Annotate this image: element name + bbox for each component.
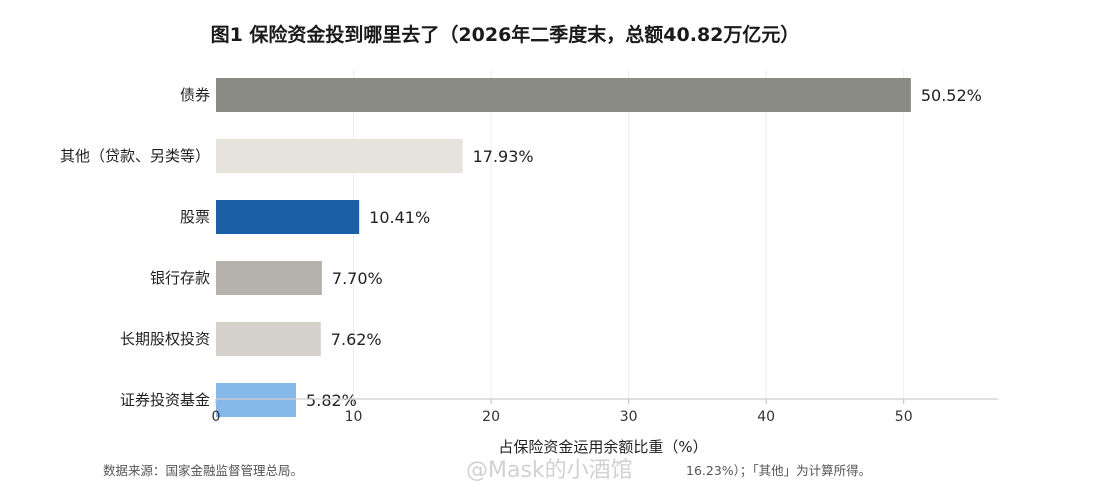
bar bbox=[216, 78, 911, 112]
x-tick-label: 10 bbox=[345, 409, 363, 425]
x-tick-label: 50 bbox=[895, 409, 913, 425]
grid-lines bbox=[353, 70, 905, 399]
value-label: 7.62% bbox=[331, 330, 382, 349]
x-tick-label: 20 bbox=[482, 409, 500, 425]
value-label: 17.93% bbox=[473, 147, 534, 166]
bar bbox=[216, 322, 321, 356]
x-axis-title: 占保险资金运用余额比重（%） bbox=[498, 438, 707, 456]
value-label: 7.70% bbox=[332, 269, 383, 288]
value-label: 50.52% bbox=[921, 86, 982, 105]
x-tick-label: 0 bbox=[212, 409, 221, 425]
category-label: 证券投资基金 bbox=[120, 391, 210, 409]
value-label: 5.82% bbox=[306, 391, 357, 410]
value-label: 10.41% bbox=[369, 208, 430, 227]
bar bbox=[216, 383, 297, 417]
category-label: 债券 bbox=[180, 86, 210, 104]
watermark: @Mask的小酒馆 bbox=[466, 458, 633, 483]
category-label: 银行存款 bbox=[150, 269, 210, 287]
bar bbox=[216, 261, 322, 295]
bar bbox=[216, 139, 463, 173]
category-label: 长期股权投资 bbox=[120, 330, 210, 348]
x-tick-label: 40 bbox=[757, 409, 775, 425]
x-tick-labels: 0 10 20 30 40 50 bbox=[212, 399, 913, 425]
x-tick-label: 30 bbox=[620, 409, 638, 425]
value-labels: 50.52% 17.93% 10.41% 7.70% 7.62% 5.82% bbox=[306, 86, 982, 410]
footnote-left: 数据来源：国家金融监督管理总局。 bbox=[103, 463, 303, 478]
category-label: 股票 bbox=[180, 208, 210, 226]
bar bbox=[216, 200, 360, 234]
bars bbox=[216, 78, 911, 417]
category-label: 其他（贷款、另类等） bbox=[60, 147, 210, 165]
footnote-right: 16.23%）；「其他」为计算所得。 bbox=[686, 463, 871, 478]
chart-title: 图1 保险资金投到哪里去了（2026年二季度末，总额40.82万亿元） bbox=[211, 23, 800, 46]
